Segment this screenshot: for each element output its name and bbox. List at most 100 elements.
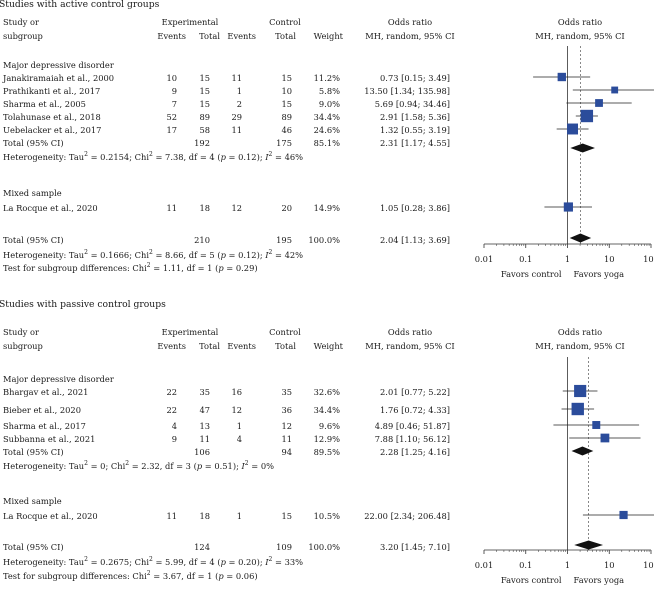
effect-square [580,109,594,123]
or-ci: 5.69 [0.94; 34.46] [374,99,450,109]
favors-control-label: Favors control [501,575,562,585]
weight: 34.4% [313,112,340,122]
group-label: Major depressive disorder [3,374,114,384]
or-ci: 4.89 [0.46; 51.87] [374,421,450,431]
effect-square [563,202,573,212]
overall-exp-total: 210 [194,235,210,245]
exp-events: 9 [171,86,177,96]
ctrl-events: 12 [231,203,242,213]
pooled-diamond [570,143,595,153]
exp-total: 15 [199,99,210,109]
or-ci: 7.88 [1.10; 56.12] [374,434,450,444]
study-name: Janakiramaiah et al., 2000 [3,73,115,83]
subtotal-exp-total: 106 [194,447,210,457]
ctrl-events: 1 [236,511,242,521]
x-tick-label: 100 [643,254,654,264]
exp-events: 11 [166,203,177,213]
header-or-method-plot: MH, random, 95% CI [535,341,625,351]
overall-heterogeneity: Heterogeneity: Tau2 = 0.1666; Chi2 = 8.6… [3,249,304,260]
header-or-method: MH, random, 95% CI [365,341,455,351]
study-name: La Rocque et al., 2020 [3,203,98,213]
heterogeneity: Heterogeneity: Tau2 = 0; Chi2 = 2.32, df… [3,460,275,471]
x-tick-label: 0.1 [519,254,532,264]
overall-label: Total (95% CI) [3,542,64,552]
ctrl-total: 10 [281,86,292,96]
effect-square [592,421,601,429]
header-total: Total [199,31,220,41]
ctrl-total: 20 [281,203,292,213]
group-label: Mixed sample [3,188,62,198]
header-odds-ratio: Odds ratio [387,17,433,27]
subgroup-test: Test for subgroup differences: Chi2 = 3.… [3,570,258,581]
overall-heterogeneity: Heterogeneity: Tau2 = 0.2675; Chi2 = 5.9… [3,556,304,567]
x-tick-label: 0.01 [475,560,493,570]
header-total: Total [199,341,220,351]
ctrl-total: 12 [281,421,292,431]
ctrl-events: 4 [236,434,242,444]
weight: 9.0% [318,99,340,109]
or-ci: 1.05 [0.28; 3.86] [380,203,450,213]
effect-square [611,86,619,94]
effect-square [595,99,603,107]
favors-yoga-label: Favors yoga [574,575,625,585]
heterogeneity: Heterogeneity: Tau2 = 0.2154; Chi2 = 7.3… [3,151,304,162]
favors-control-label: Favors control [501,269,562,279]
exp-total: 13 [199,421,210,431]
ctrl-events: 2 [236,99,242,109]
overall-ctrl-total: 195 [276,235,292,245]
exp-events: 17 [166,125,177,135]
subtotal-label: Total (95% CI) [3,447,64,457]
header-experimental: Experimental [161,327,219,337]
effect-square [557,72,566,82]
ctrl-total: 15 [281,73,292,83]
exp-total: 89 [199,112,210,122]
exp-total: 18 [199,511,210,521]
ctrl-events: 29 [231,112,242,122]
header-control: Control [269,17,301,27]
exp-total: 15 [199,73,210,83]
header-odds-ratio-plot: Odds ratio [557,17,603,27]
ctrl-events: 12 [231,405,242,415]
weight: 14.9% [313,203,340,213]
exp-events: 22 [166,387,177,397]
overall-or-ci: 3.20 [1.45; 7.10] [380,542,450,552]
ctrl-total: 89 [281,112,292,122]
pooled-diamond [574,540,604,550]
ctrl-events: 1 [236,86,242,96]
header-weight: Weight [313,31,343,41]
or-ci: 1.32 [0.55; 3.19] [380,125,450,135]
subtotal-ctrl-total: 175 [276,138,292,148]
header-events: Events [157,341,186,351]
or-ci: 1.76 [0.72; 4.33] [380,405,450,415]
overall-exp-total: 124 [194,542,210,552]
header-subgroup: subgroup [3,341,43,351]
header-total: Total [275,31,296,41]
header-total: Total [275,341,296,351]
header-subgroup: subgroup [3,31,43,41]
or-ci: 13.50 [1.34; 135.98] [364,86,450,96]
overall-weight: 100.0% [308,235,340,245]
x-tick-label: 10 [604,560,615,570]
ctrl-total: 15 [281,99,292,109]
weight: 24.6% [313,125,340,135]
group-label: Mixed sample [3,496,62,506]
x-tick-label: 0.01 [475,254,493,264]
favors-yoga-label: Favors yoga [574,269,625,279]
ctrl-events: 11 [231,125,242,135]
or-ci: 22.00 [2.34; 206.48] [364,511,450,521]
header-control: Control [269,327,301,337]
subtotal-or-ci: 2.28 [1.25; 4.16] [380,447,450,457]
exp-events: 7 [171,99,177,109]
study-name: Prathikanti et al., 2017 [3,86,101,96]
header-events: Events [157,31,186,41]
ctrl-total: 46 [281,125,292,135]
weight: 5.8% [318,86,340,96]
effect-square [574,384,587,398]
header-study: Study or [3,17,39,27]
ctrl-events: 11 [231,73,242,83]
effect-square [567,123,579,135]
study-name: Uebelacker et al., 2017 [3,125,102,135]
study-name: Sharma et al., 2017 [3,421,86,431]
overall-or-ci: 2.04 [1.13; 3.69] [380,235,450,245]
subtotal-ctrl-total: 94 [281,447,292,457]
